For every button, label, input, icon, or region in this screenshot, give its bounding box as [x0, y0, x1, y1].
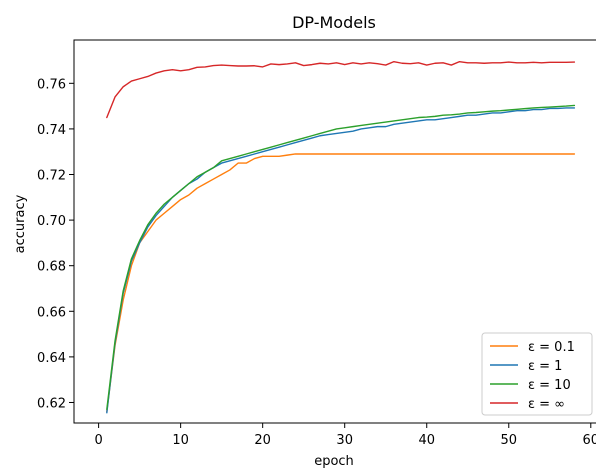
x-tick-label: 60	[583, 433, 596, 448]
x-tick-label: 30	[336, 433, 353, 448]
y-tick-label: 0.64	[37, 351, 66, 366]
y-tick-label: 0.72	[37, 169, 66, 184]
series-line-3	[106, 60, 576, 119]
y-tick-label: 0.76	[37, 77, 66, 92]
y-axis: 0.62 0.64 0.66 0.68 0.70 0.72 0.74 0.76	[37, 77, 74, 411]
y-tick-label: 0.62	[37, 396, 66, 411]
x-tick-label: 20	[254, 433, 271, 448]
chart-title: DP-Models	[292, 13, 376, 32]
series-layer	[106, 60, 576, 414]
series-line-0	[106, 153, 576, 413]
x-axis-title: epoch	[314, 454, 354, 468]
legend-label: ε = ∞	[528, 397, 565, 412]
legend-label: ε = 1	[528, 359, 562, 374]
x-tick-label: 10	[172, 433, 189, 448]
legend-label: ε = 0.1	[528, 340, 575, 355]
legend-box	[481, 332, 593, 416]
series-line-2	[106, 104, 576, 411]
y-tick-label: 0.70	[37, 214, 66, 229]
x-tick-label: 50	[500, 433, 517, 448]
x-tick-label: 0	[94, 433, 102, 448]
legend: ε = 0.1 ε = 1 ε = 10 ε = ∞	[481, 332, 593, 416]
x-axis: 0 10 20 30 40 50 60	[94, 423, 596, 448]
x-tick-label: 40	[418, 433, 435, 448]
plot-frame	[73, 39, 596, 424]
legend-label: ε = 10	[528, 378, 571, 393]
y-tick-label: 0.74	[37, 123, 66, 138]
y-tick-label: 0.66	[37, 305, 66, 320]
y-tick-label: 0.68	[37, 260, 66, 275]
y-axis-title: accuracy	[13, 194, 28, 253]
